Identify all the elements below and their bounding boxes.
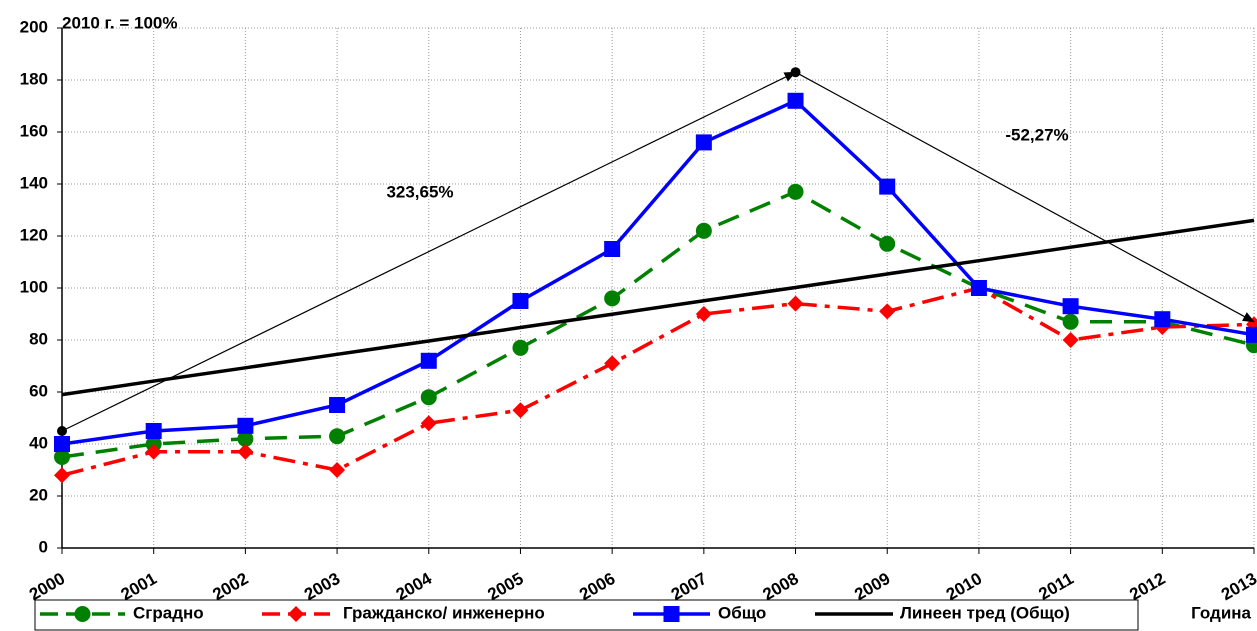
series-line (61, 218, 1255, 397)
point (604, 241, 621, 257)
point (970, 280, 987, 296)
point (512, 339, 529, 356)
y-tick-label: 40 (29, 433, 48, 452)
x-tick-label: 2007 (668, 569, 710, 604)
x-tick-label: 2009 (851, 569, 893, 604)
x-tick-label: 2006 (576, 569, 618, 604)
point (420, 389, 437, 406)
y-tick-label: 180 (20, 69, 48, 88)
x-axis-label: Година (1191, 603, 1251, 622)
arrow (795, 71, 1255, 323)
point (787, 295, 804, 312)
y-axis-label: 2010 г. = 100% (62, 13, 178, 32)
arrow-start (790, 67, 801, 78)
legend-marker (663, 606, 680, 622)
legend-label: Сградно (133, 603, 204, 622)
point (1062, 298, 1079, 315)
arrow-start (57, 426, 67, 436)
series (54, 183, 1257, 465)
point (1246, 326, 1257, 343)
series-line (61, 286, 1255, 477)
series (54, 92, 1257, 452)
y-tick-label: 20 (29, 485, 48, 504)
x-tick-label: 2001 (118, 569, 160, 604)
x-tick-label: 2005 (484, 569, 526, 604)
annotation: 323,65% (386, 182, 453, 201)
point (604, 290, 621, 307)
point (604, 355, 621, 372)
x-tick-label: 2010 (943, 569, 985, 604)
point (420, 352, 437, 369)
y-tick-label: 120 (20, 225, 48, 244)
annotation: -52,27% (1005, 125, 1068, 144)
point (1062, 332, 1079, 348)
y-tick-label: 160 (20, 121, 48, 140)
point (237, 443, 254, 460)
point (54, 436, 70, 452)
x-tick-label: 2008 (760, 569, 802, 604)
point (512, 402, 529, 419)
y-tick-label: 100 (20, 277, 48, 296)
legend-label: Гражданско/ инженерно (343, 603, 545, 622)
point (237, 430, 254, 447)
x-tick-label: 2003 (301, 569, 343, 604)
x-tick-label: 2013 (1218, 569, 1257, 604)
legend-box (34, 599, 1139, 631)
y-tick-label: 0 (39, 537, 48, 556)
series-line (61, 98, 1255, 446)
point (695, 134, 712, 151)
point (329, 428, 346, 445)
y-tick-label: 60 (29, 381, 48, 400)
point (329, 462, 346, 478)
x-tick-label: 2012 (1126, 569, 1168, 604)
point (1062, 313, 1079, 330)
point (695, 222, 712, 239)
x-tick-label: 2000 (26, 569, 68, 604)
legend-marker (288, 606, 304, 622)
arrow (61, 71, 797, 432)
legend-label: Линеен тред (Общо) (900, 603, 1070, 622)
legend-marker (74, 606, 91, 622)
point (695, 306, 712, 322)
point (237, 417, 254, 434)
point (329, 397, 346, 413)
y-tick-label: 140 (20, 173, 48, 192)
y-tick-label: 80 (29, 329, 48, 348)
point (787, 92, 804, 109)
point (145, 423, 162, 439)
point (145, 443, 162, 460)
point (879, 178, 896, 195)
point (879, 303, 896, 320)
point (54, 449, 70, 465)
legend-label: Общо (718, 603, 766, 622)
y-tick-label: 200 (20, 17, 48, 36)
point (512, 293, 529, 309)
point (787, 183, 804, 200)
point (54, 467, 70, 484)
point (420, 415, 437, 432)
x-tick-label: 2002 (209, 569, 251, 604)
series (61, 218, 1255, 397)
x-tick-label: 2004 (393, 569, 436, 605)
x-tick-label: 2011 (1035, 569, 1076, 604)
point (1154, 311, 1171, 328)
point (879, 235, 896, 252)
